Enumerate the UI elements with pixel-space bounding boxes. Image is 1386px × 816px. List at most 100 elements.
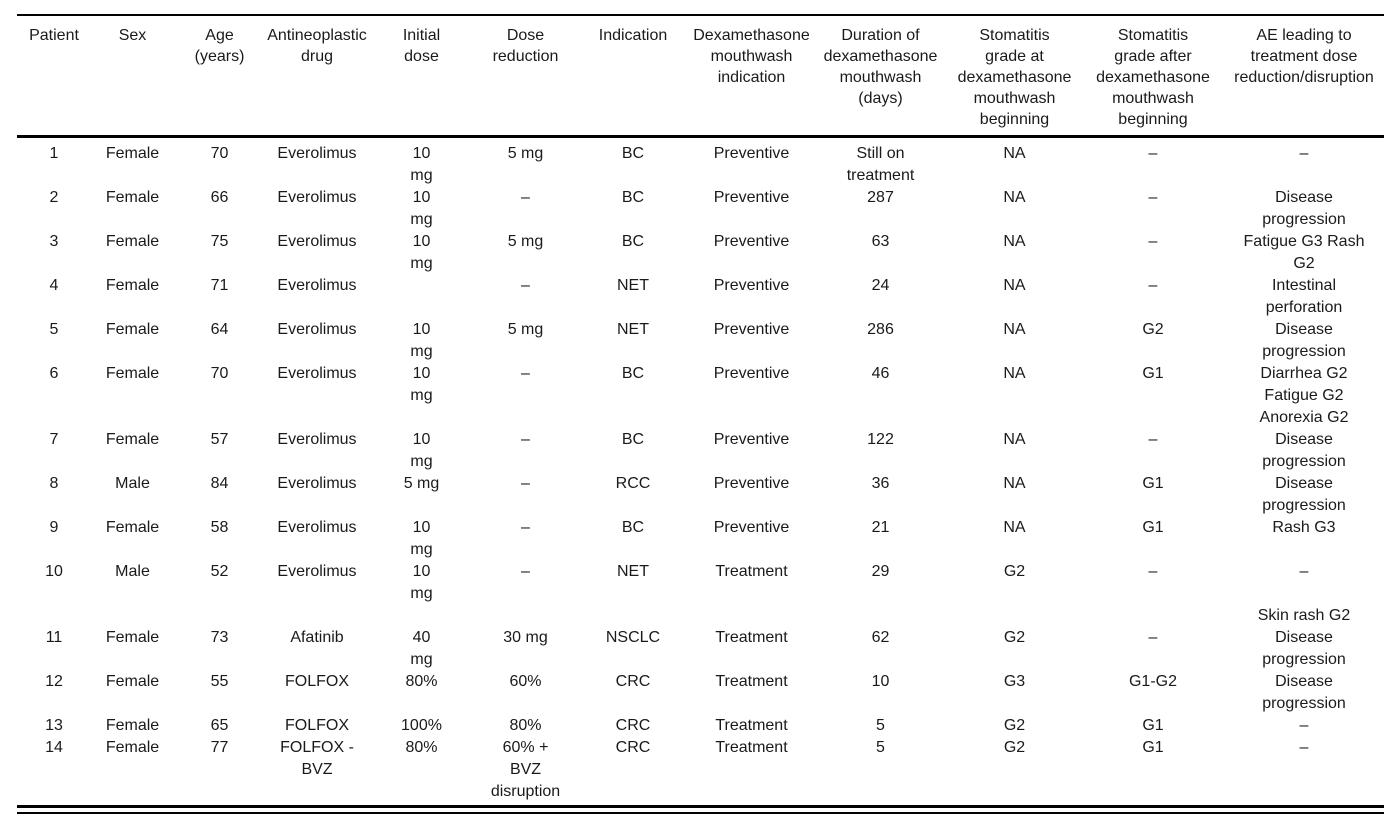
table-cell: Female — [105, 519, 160, 536]
table-cell: Everolimus — [277, 519, 357, 536]
table-cell: Preventive — [713, 233, 790, 250]
table-cell: Everolimus — [277, 475, 357, 492]
table-cell: G1 — [1142, 365, 1164, 382]
table-cell: CRC — [615, 717, 651, 734]
table-cell: 10 — [871, 673, 890, 690]
table-cell: 100% — [401, 717, 442, 734]
column-header: Stomatitis grade after dexamethasone mou… — [1096, 27, 1210, 128]
table-cell: 13 — [45, 717, 63, 734]
table-cell: Female — [105, 145, 160, 162]
table-cell: Still on treatment — [846, 145, 915, 184]
table-cell: 64 — [210, 321, 229, 338]
column-header: Duration of dexamethasone mouthwash (day… — [823, 27, 938, 107]
table-cell: G2 — [1142, 321, 1164, 338]
table-cell: RCC — [615, 475, 651, 492]
table-cell: – — [1148, 563, 1158, 580]
table-cell: Female — [105, 629, 160, 646]
table-cell: Everolimus — [277, 563, 357, 580]
column-header: Indication — [598, 27, 668, 44]
table-cell: Everolimus — [277, 365, 357, 382]
table-cell: G1 — [1142, 739, 1164, 756]
table-cell: Everolimus — [277, 321, 357, 338]
table-cell: G1 — [1142, 519, 1164, 536]
column-header: Stomatitis grade at dexamethasone mouthw… — [957, 27, 1072, 128]
table-cell: Fatigue G3 Rash G2 — [1243, 233, 1365, 272]
table-cell: NET — [617, 563, 649, 580]
column-header: Age (years) — [194, 27, 245, 65]
table-cell: FOLFOX — [284, 717, 349, 734]
table-cell: – — [521, 475, 530, 492]
table-cell: 71 — [210, 277, 229, 294]
table-cell: 14 — [45, 739, 63, 756]
table-cell: BC — [621, 365, 645, 382]
table-cell: Disease progression — [1262, 431, 1346, 470]
table-cell: 52 — [210, 563, 229, 580]
table-row: 9 Female 58 Everolimus 10 mg – BC Preventive 21 N… — [17, 517, 1384, 561]
table-cell: – — [1148, 189, 1158, 206]
table-cell: 30 mg — [503, 629, 548, 646]
table-cell: – — [1148, 277, 1158, 294]
table-cell: NSCLC — [605, 629, 661, 646]
header-row: Patient Sex Age (years) Antineoplastic drug… — [17, 15, 1384, 137]
table-row: 12 Female 55 FOLFOX 80% 60% CRC Treatment 10 G3 G1… — [17, 671, 1384, 715]
table-header: Patient Sex Age (years) Antineoplastic drug… — [17, 15, 1384, 137]
table-cell: Disease progression — [1262, 321, 1346, 360]
table-cell: 63 — [871, 233, 890, 250]
column-header: Dose reduction — [492, 27, 559, 65]
table-cell: NA — [1003, 431, 1026, 448]
table-cell: G1 — [1142, 717, 1164, 734]
table-cell: BC — [621, 145, 645, 162]
table-cell: 10 mg — [410, 189, 433, 228]
table-cell: 66 — [210, 189, 229, 206]
table-cell: – — [1148, 629, 1158, 646]
table-cell: – — [1148, 233, 1158, 250]
table-cell: 9 — [49, 519, 59, 536]
table-cell: 287 — [867, 189, 894, 206]
table-cell: 80% — [405, 673, 438, 690]
table-row: 7 Female 57 Everolimus 10 mg – BC Preventive 122… — [17, 429, 1384, 473]
column-header: Antineoplastic drug — [267, 27, 367, 65]
table-cell: Preventive — [713, 145, 790, 162]
table-cell: Female — [105, 321, 160, 338]
table-cell: 5 — [876, 739, 885, 756]
table-container: Patient Sex Age (years) Antineoplastic drug… — [17, 0, 1384, 814]
table-cell: – — [521, 519, 530, 536]
table-cell: Skin rash G2 Disease progression — [1257, 607, 1351, 668]
table-cell: 10 mg — [410, 431, 433, 470]
table-row: 1 Female 70 Everolimus 10 mg 5 mg BC Preventive… — [17, 137, 1384, 188]
table-cell: 11 — [45, 629, 63, 646]
table-cell: 29 — [871, 563, 890, 580]
table-cell: 46 — [871, 365, 890, 382]
table-cell: NA — [1003, 145, 1026, 162]
table-cell: Afatinib — [290, 629, 344, 646]
table-cell: 24 — [871, 277, 890, 294]
table-cell: 75 — [210, 233, 229, 250]
table-cell: 60% — [509, 673, 542, 690]
table-cell: Intestinal perforation — [1265, 277, 1343, 316]
table-cell: G2 — [1003, 717, 1026, 734]
table-row: 11 Female 73 Afatinib 40 mg 30 mg NSCLC Treatme… — [17, 605, 1384, 671]
table-cell: Female — [105, 673, 160, 690]
table-cell: Everolimus — [277, 233, 357, 250]
table-cell: Preventive — [713, 321, 790, 338]
table-cell: Everolimus — [277, 189, 357, 206]
table-cell: – — [521, 365, 530, 382]
table-cell: BC — [621, 189, 645, 206]
table-cell: CRC — [615, 739, 651, 756]
table-row: 14 Female 77 FOLFOX - BVZ 80% 60% + BVZ disru… — [17, 737, 1384, 803]
table-cell: 10 mg — [410, 365, 433, 404]
table-cell: – — [1299, 739, 1309, 756]
table-cell: BC — [621, 519, 645, 536]
table-cell: 40 mg — [410, 629, 433, 668]
table-cell: 10 mg — [410, 563, 433, 602]
table-cell: – — [1299, 717, 1309, 734]
patient-stomatitis-table: Patient Sex Age (years) Antineoplastic drug… — [17, 14, 1384, 803]
table-cell: NA — [1003, 277, 1026, 294]
table-cell: 5 — [49, 321, 59, 338]
table-cell: Preventive — [713, 431, 790, 448]
table-cell: 36 — [871, 475, 890, 492]
table-cell: NA — [1003, 475, 1026, 492]
table-cell: NA — [1003, 365, 1026, 382]
table-cell: 5 mg — [507, 321, 544, 338]
table-cell: 65 — [210, 717, 229, 734]
